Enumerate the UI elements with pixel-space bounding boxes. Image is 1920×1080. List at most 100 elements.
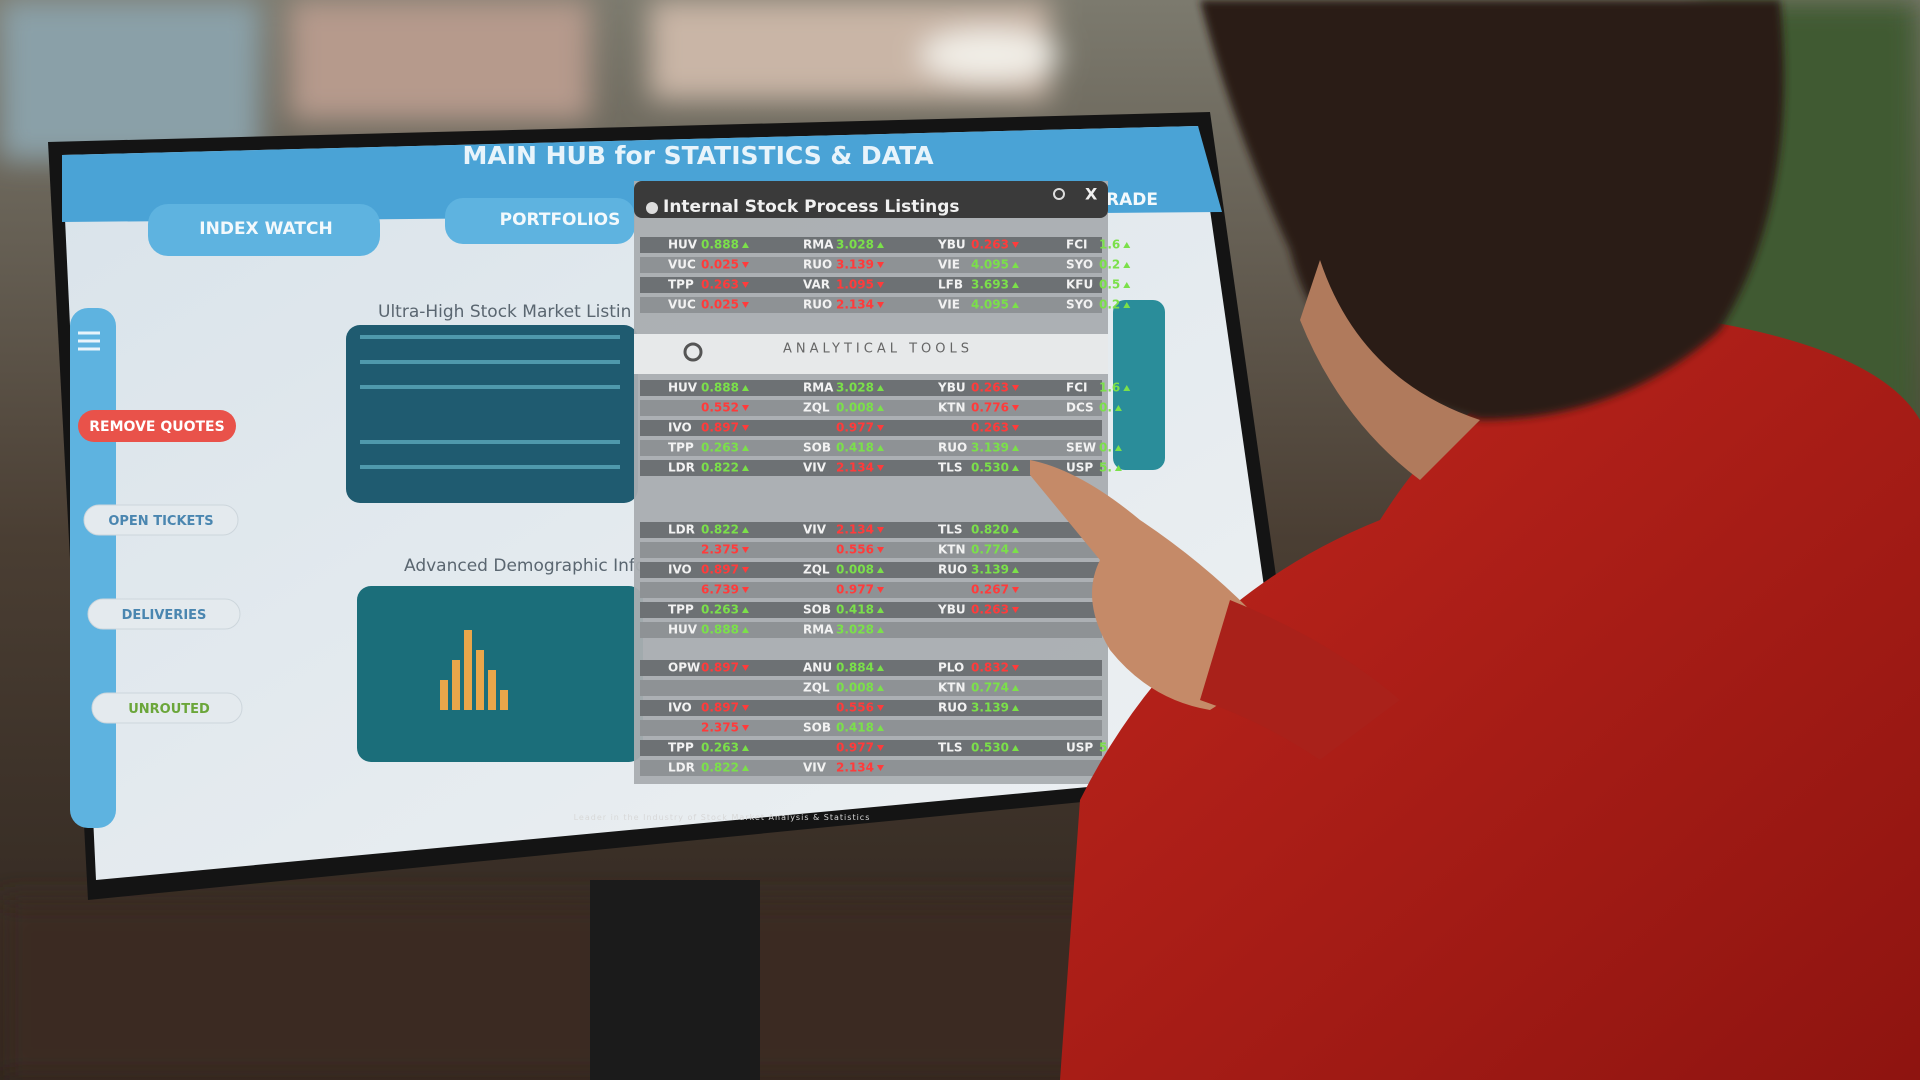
ticker-value: 0.263 <box>971 381 1009 395</box>
ticker-symbol: ZQL <box>803 681 830 695</box>
ticker-arrow <box>1011 405 1019 411</box>
button[interactable] <box>78 410 236 442</box>
settings-icon[interactable] <box>1053 188 1065 200</box>
ticker-row <box>640 460 1102 476</box>
footer-text: Leader in the Industry of Stock Market A… <box>574 813 871 822</box>
panel-heading: Advanced Demographic Info <box>404 556 645 576</box>
ticker-arrow <box>741 385 749 391</box>
ticker-value: 0.822 <box>701 523 739 537</box>
tab[interactable] <box>148 204 380 256</box>
tab[interactable] <box>445 198 635 244</box>
ticker-row <box>640 522 1102 538</box>
ticker-value: 0.263 <box>701 741 739 755</box>
ticker-symbol: FCI <box>1066 238 1087 252</box>
ticker-row <box>640 602 1102 618</box>
ticker-arrow <box>1011 607 1019 613</box>
ticker-arrow <box>741 302 749 308</box>
ticker-arrow <box>1011 445 1019 451</box>
ticker-arrow <box>1123 385 1131 391</box>
button-label[interactable]: UNROUTED <box>128 702 210 717</box>
button[interactable] <box>91 692 243 724</box>
button-label[interactable]: OPEN TICKETS <box>108 514 213 529</box>
ticker-value: 3.028 <box>836 381 874 395</box>
ticker-arrow <box>876 465 884 471</box>
ticker-arrow <box>741 547 749 553</box>
ticker-arrow <box>876 282 884 288</box>
ticker-value: 5. <box>1099 461 1112 475</box>
ticker-arrow <box>1114 445 1122 451</box>
ticker-arrow <box>1123 302 1131 308</box>
ticker-symbol: USP <box>1066 741 1093 755</box>
ticker-arrow <box>1011 385 1019 391</box>
ticker-value: 2.134 <box>836 298 874 312</box>
button[interactable] <box>83 504 239 536</box>
ticker-symbol: LFB <box>938 278 963 292</box>
ticker-symbol: IVO <box>668 563 692 577</box>
ticker-arrow <box>1011 665 1019 671</box>
ticker-symbol: KTN <box>938 543 966 557</box>
ticker-value: 0.556 <box>836 543 874 557</box>
ticker-arrow <box>1114 465 1122 471</box>
ticker-value: 4.095 <box>971 258 1009 272</box>
ticker-arrow <box>876 547 884 553</box>
ticker-value: 3.139 <box>971 701 1009 715</box>
ticker-arrow <box>1011 282 1019 288</box>
ticker-value: 0.263 <box>971 603 1009 617</box>
ticker-value: 0.556 <box>836 701 874 715</box>
ticker-arrow <box>876 445 884 451</box>
ticker-value: 4.095 <box>971 298 1009 312</box>
ticker-arrow <box>876 685 884 691</box>
ticker-row <box>640 562 1102 578</box>
button[interactable] <box>87 598 241 630</box>
popup-titlebar <box>634 181 1108 218</box>
ticker-arrow <box>741 282 749 288</box>
ticker-arrow <box>741 587 749 593</box>
monitor-stand <box>590 880 760 1080</box>
ticker-value: 1.095 <box>836 278 874 292</box>
ticker-value: 0.530 <box>971 741 1009 755</box>
ticker-value: 0.832 <box>971 661 1009 675</box>
ticker-arrow <box>741 665 749 671</box>
chart-thumbnail <box>357 586 643 762</box>
ticker-arrow <box>741 445 749 451</box>
tab-label[interactable]: PORTFOLIOS <box>500 210 621 230</box>
ticker-symbol: KTN <box>938 681 966 695</box>
ticker-value: 0.822 <box>701 461 739 475</box>
ticker-row <box>640 622 1102 638</box>
ticker-arrow <box>1011 547 1019 553</box>
ticker-arrow <box>1011 705 1019 711</box>
ticker-arrow <box>741 607 749 613</box>
tab-label[interactable]: RADE <box>1106 190 1158 210</box>
ticker-symbol: OPW <box>668 661 700 675</box>
ticker-symbol: VIE <box>938 298 960 312</box>
ticker-symbol: RUO <box>938 441 967 455</box>
menu-icon[interactable] <box>78 331 100 351</box>
tools-gear[interactable] <box>683 342 703 362</box>
ticker-symbol: SOB <box>803 441 831 455</box>
ticker-symbol: VIE <box>938 258 960 272</box>
ticker-symbol: RUO <box>938 563 967 577</box>
ticker-symbol: TLS <box>938 461 962 475</box>
tab-label[interactable]: INDEX WATCH <box>199 219 332 239</box>
ticker-arrow <box>741 242 749 248</box>
ticker-symbol: YBU <box>937 238 966 252</box>
ticker-value: 0.2 <box>1099 258 1120 272</box>
ticker-arrow <box>1011 465 1019 471</box>
button-label[interactable]: REMOVE QUOTES <box>89 419 224 435</box>
ticker-arrow <box>1011 262 1019 268</box>
button-label[interactable]: DELIVERIES <box>122 608 207 623</box>
ticker-value: 3.028 <box>836 623 874 637</box>
ticker-value: 0.884 <box>836 661 874 675</box>
ticker-value: 0.025 <box>701 298 739 312</box>
ticker-row <box>640 400 1102 416</box>
ticker-value: 2.375 <box>701 543 739 557</box>
close-button[interactable]: X <box>1085 185 1098 204</box>
ticker-symbol: TPP <box>668 441 694 455</box>
ticker-arrow <box>1114 405 1122 411</box>
ticker-row <box>640 297 1102 313</box>
ticker-arrow <box>741 527 749 533</box>
ticker-symbol: ZQL <box>803 401 830 415</box>
ticker-arrow <box>876 705 884 711</box>
ticker-symbol: SEW <box>1066 441 1096 455</box>
